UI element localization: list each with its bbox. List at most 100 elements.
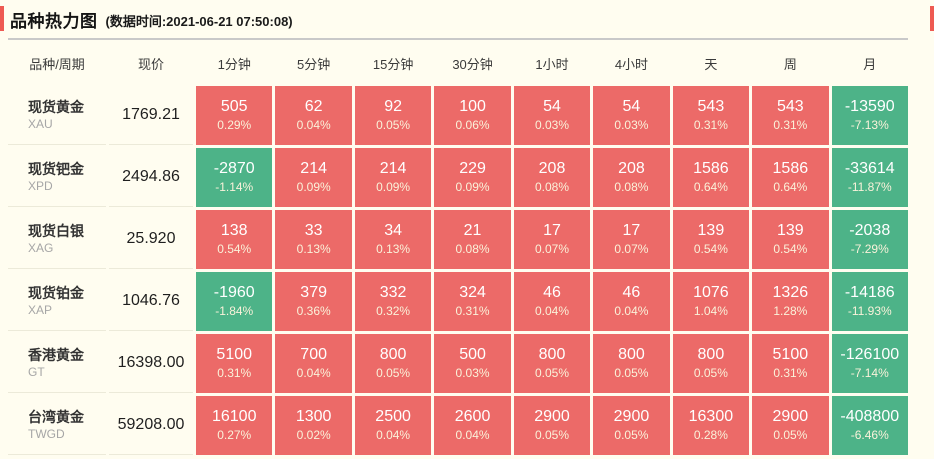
instrument-cell[interactable]: 台湾黄金 TWGD: [8, 396, 106, 455]
heat-cell[interactable]: 5100 0.31%: [752, 334, 829, 393]
heat-cell[interactable]: 500 0.03%: [434, 334, 511, 393]
instrument-name: 香港黄金: [28, 346, 84, 363]
heat-cell[interactable]: -13590 -7.13%: [831, 86, 908, 145]
instrument-cell[interactable]: 香港黄金 GT: [8, 334, 106, 393]
heat-percent: 0.05%: [614, 366, 649, 381]
heat-cell[interactable]: -408800 -6.46%: [831, 396, 908, 455]
heat-cell[interactable]: 543 0.31%: [672, 86, 750, 145]
column-header-week: 周: [783, 56, 797, 72]
heat-cell[interactable]: 1076 1.04%: [672, 272, 750, 331]
heat-value: 214: [379, 160, 407, 178]
heatmap-table: 品种/周期 现价 1分钟 5分钟 15分钟 30分钟 1小时 4小时 天 周 月…: [8, 40, 908, 455]
heat-cell[interactable]: 324 0.31%: [434, 272, 511, 331]
heat-value: 139: [776, 222, 804, 240]
heat-cell[interactable]: -1960 -1.84%: [196, 272, 273, 331]
heat-value: 139: [697, 222, 725, 240]
heat-value: 800: [618, 346, 645, 364]
heat-value: 505: [220, 98, 248, 116]
instrument-name: 现货白银: [28, 222, 84, 239]
heat-value: 2900: [772, 408, 809, 426]
heat-cell[interactable]: 208 0.08%: [513, 148, 591, 207]
heat-cell[interactable]: 16300 0.28%: [672, 396, 750, 455]
heat-cell[interactable]: 100 0.06%: [434, 86, 511, 145]
right-edge-accent: [930, 6, 934, 31]
heat-cell[interactable]: 208 0.08%: [593, 148, 670, 207]
heat-value: 1586: [693, 160, 729, 178]
heat-cell[interactable]: 800 0.05%: [672, 334, 750, 393]
heat-cell[interactable]: 2600 0.04%: [434, 396, 511, 455]
heat-cell[interactable]: -2870 -1.14%: [196, 148, 273, 207]
heat-cell[interactable]: 1300 0.02%: [275, 396, 352, 455]
heat-value: -2870: [213, 160, 255, 178]
instrument-cell[interactable]: 现货黄金 XAU: [8, 86, 106, 145]
heat-cell[interactable]: 214 0.09%: [275, 148, 352, 207]
instrument-cell[interactable]: 现货钯金 XPD: [8, 148, 106, 207]
heat-cell[interactable]: 2900 0.05%: [752, 396, 829, 455]
heat-cell[interactable]: 92 0.05%: [354, 86, 432, 145]
heat-cell[interactable]: 54 0.03%: [513, 86, 591, 145]
page-title: 品种热力图: [10, 11, 98, 31]
heat-cell[interactable]: 2500 0.04%: [354, 396, 432, 455]
heat-cell[interactable]: 21 0.08%: [434, 210, 511, 269]
heat-cell[interactable]: 700 0.04%: [275, 334, 352, 393]
heat-cell[interactable]: 800 0.05%: [593, 334, 670, 393]
heat-cell[interactable]: 139 0.54%: [672, 210, 750, 269]
table-row: 现货白银 XAG 25.920 138 0.54% 33 0.13% 34 0.…: [8, 210, 908, 269]
heat-percent: 0.31%: [773, 366, 808, 381]
heat-cell[interactable]: -33614 -11.87%: [831, 148, 908, 207]
heat-cell[interactable]: 46 0.04%: [593, 272, 670, 331]
heat-value: 46: [543, 284, 561, 302]
heat-cell[interactable]: -2038 -7.29%: [831, 210, 908, 269]
heat-percent: 0.05%: [376, 118, 411, 133]
heat-cell[interactable]: 505 0.29%: [196, 86, 273, 145]
heat-cell[interactable]: 2900 0.05%: [513, 396, 591, 455]
heat-value: 800: [697, 346, 725, 364]
instrument-name: 现货钯金: [28, 160, 84, 177]
heat-percent: -7.13%: [850, 118, 889, 133]
heat-percent: -7.29%: [850, 242, 889, 257]
heat-cell[interactable]: 1326 1.28%: [752, 272, 829, 331]
heat-cell[interactable]: 332 0.32%: [354, 272, 432, 331]
column-header-variety: 品种/周期: [29, 56, 85, 72]
heat-cell[interactable]: 800 0.05%: [513, 334, 591, 393]
heat-cell[interactable]: 17 0.07%: [593, 210, 670, 269]
heat-cell[interactable]: 34 0.13%: [354, 210, 432, 269]
heat-cell[interactable]: 139 0.54%: [752, 210, 829, 269]
heat-cell[interactable]: 543 0.31%: [752, 86, 829, 145]
heat-cell[interactable]: 62 0.04%: [275, 86, 352, 145]
heat-cell[interactable]: 16100 0.27%: [196, 396, 273, 455]
heat-value: 33: [304, 222, 323, 240]
instrument-cell[interactable]: 现货白银 XAG: [8, 210, 106, 269]
column-header-month: 月: [863, 56, 877, 72]
heat-cell[interactable]: 214 0.09%: [354, 148, 432, 207]
heat-percent: 1.28%: [773, 304, 808, 319]
heat-value: 379: [300, 284, 327, 302]
heat-cell[interactable]: 46 0.04%: [513, 272, 591, 331]
data-timestamp: (数据时间:2021-06-21 07:50:08): [105, 13, 293, 29]
heat-cell[interactable]: 5100 0.31%: [196, 334, 273, 393]
heat-value: -126100: [840, 346, 900, 364]
heat-cell[interactable]: 54 0.03%: [593, 86, 670, 145]
heat-cell[interactable]: -14186 -11.93%: [831, 272, 908, 331]
heat-cell[interactable]: 800 0.05%: [354, 334, 432, 393]
heat-percent: 0.54%: [773, 242, 808, 257]
column-header-1hour: 1小时: [535, 56, 569, 72]
heat-cell[interactable]: 379 0.36%: [275, 272, 352, 331]
heat-cell[interactable]: 1586 0.64%: [672, 148, 750, 207]
instrument-cell[interactable]: 现货铂金 XAP: [8, 272, 106, 331]
instrument-code: TWGD: [28, 426, 65, 441]
table-body: 现货黄金 XAU 1769.21 505 0.29% 62 0.04% 92 0…: [8, 86, 908, 455]
heat-percent: 1.04%: [693, 304, 728, 319]
heat-cell[interactable]: -126100 -7.14%: [831, 334, 908, 393]
price-cell: 25.920: [109, 210, 193, 269]
heat-cell[interactable]: 2900 0.05%: [593, 396, 670, 455]
heat-cell[interactable]: 1586 0.64%: [752, 148, 829, 207]
heat-cell[interactable]: 138 0.54%: [196, 210, 273, 269]
heat-value: 214: [300, 160, 327, 178]
heat-cell[interactable]: 33 0.13%: [275, 210, 352, 269]
heat-percent: 0.07%: [534, 242, 569, 257]
heat-cell[interactable]: 229 0.09%: [434, 148, 511, 207]
heat-cell[interactable]: 17 0.07%: [513, 210, 591, 269]
table-row: 台湾黄金 TWGD 59208.00 16100 0.27% 1300 0.02…: [8, 396, 908, 455]
heat-value: 800: [538, 346, 566, 364]
